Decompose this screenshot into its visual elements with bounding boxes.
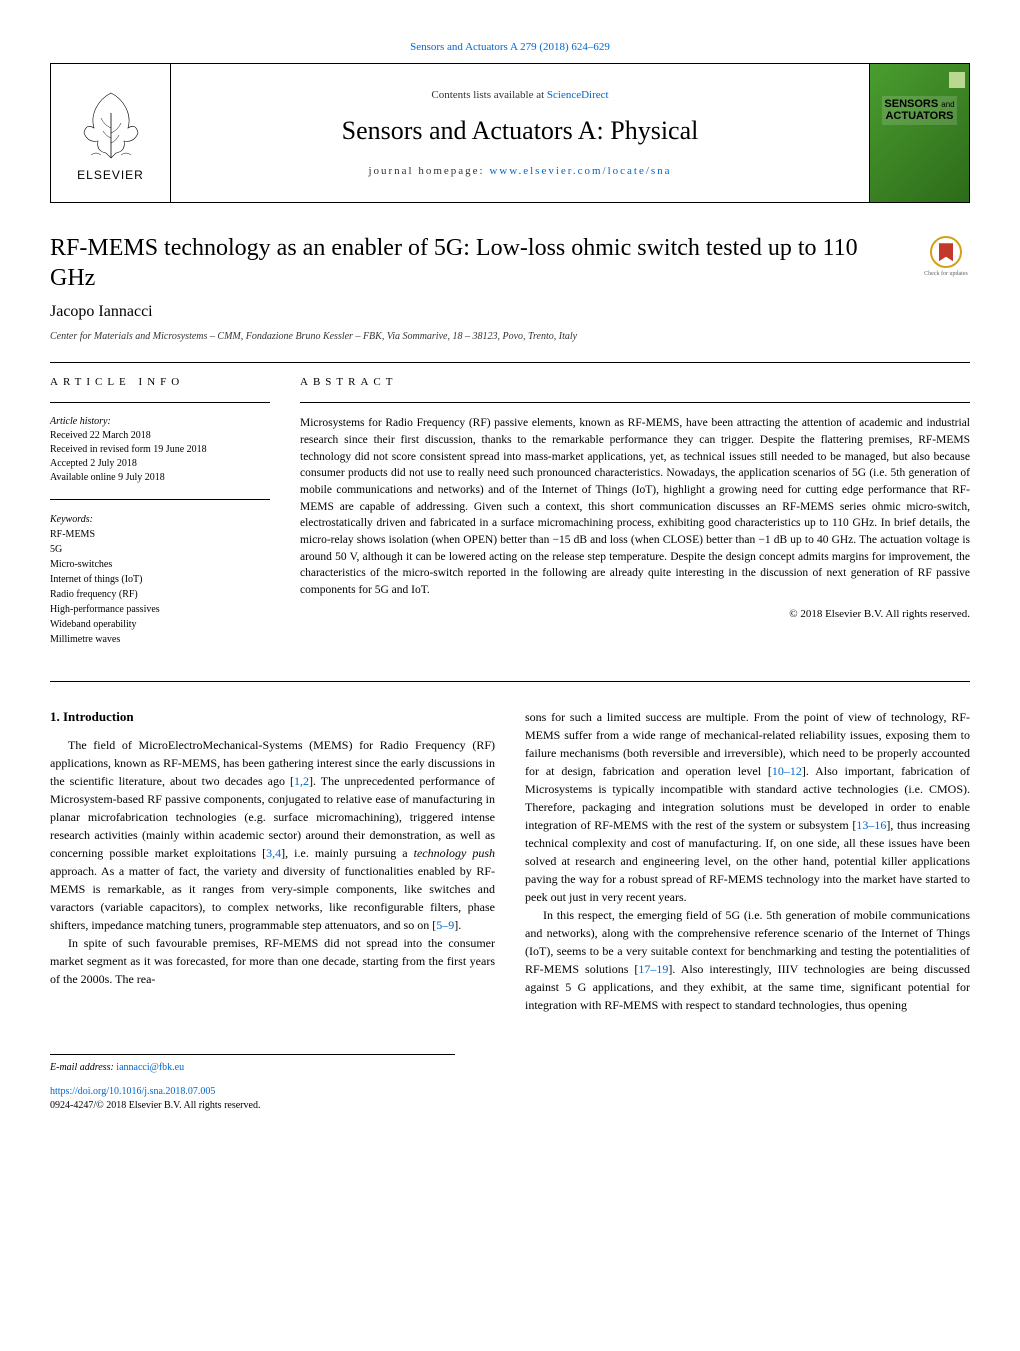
keyword: RF-MEMS	[50, 527, 270, 542]
article-title: RF-MEMS technology as an enabler of 5G: …	[50, 233, 902, 293]
cover-and: and	[941, 100, 954, 109]
page-container: Sensors and Actuators A 279 (2018) 624–6…	[0, 0, 1020, 1153]
keywords-label: Keywords:	[50, 512, 270, 527]
reference-link[interactable]: 13–16	[856, 818, 886, 832]
reference-link[interactable]: 17–19	[638, 962, 668, 976]
journal-title: Sensors and Actuators A: Physical	[342, 113, 699, 149]
divider	[50, 402, 270, 403]
check-updates-circle-icon	[930, 236, 962, 268]
keyword: Internet of things (IoT)	[50, 572, 270, 587]
keyword: Radio frequency (RF)	[50, 587, 270, 602]
body-paragraph: In spite of such favourable premises, RF…	[50, 934, 495, 988]
author-affiliation: Center for Materials and Microsystems – …	[50, 330, 970, 344]
keyword: High-performance passives	[50, 602, 270, 617]
reference-link[interactable]: 5–9	[436, 918, 454, 932]
abstract-column: ABSTRACT Microsystems for Radio Frequenc…	[300, 375, 970, 661]
divider	[50, 362, 970, 363]
keywords-block: Keywords: RF-MEMS 5G Micro-switches Inte…	[50, 512, 270, 647]
divider	[300, 402, 970, 403]
elsevier-label: ELSEVIER	[77, 167, 144, 184]
article-info-column: ARTICLE INFO Article history: Received 2…	[50, 375, 270, 661]
body-text: ], i.e. mainly pursuing a	[281, 846, 414, 860]
footer-block: E-mail address: iannacci@fbk.eu https://…	[50, 1054, 455, 1113]
body-paragraph: The field of MicroElectroMechanical-Syst…	[50, 736, 495, 934]
history-line: Received 22 March 2018	[50, 429, 270, 443]
reference-link[interactable]: 1,2	[294, 774, 309, 788]
author-name: Jacopo Iannacci	[50, 301, 970, 323]
cover-text: SENSORS and ACTUATORS	[882, 96, 956, 124]
issn-copyright: 0924-4247/© 2018 Elsevier B.V. All right…	[50, 1100, 260, 1111]
homepage-link[interactable]: www.elsevier.com/locate/sna	[489, 165, 671, 177]
cover-corner-icon	[949, 72, 965, 88]
check-updates-badge[interactable]: Check for updates	[922, 233, 970, 281]
abstract-header: ABSTRACT	[300, 375, 970, 390]
divider	[50, 499, 270, 500]
journal-header: ELSEVIER Contents lists available at Sci…	[50, 63, 970, 203]
journal-cover-thumbnail[interactable]: SENSORS and ACTUATORS	[869, 64, 969, 202]
keyword: Micro-switches	[50, 557, 270, 572]
sciencedirect-link[interactable]: ScienceDirect	[547, 89, 609, 101]
contents-prefix: Contents lists available at	[431, 89, 546, 101]
doi-block: https://doi.org/10.1016/j.sna.2018.07.00…	[50, 1085, 455, 1113]
history-line: Available online 9 July 2018	[50, 471, 270, 485]
journal-homepage-line: journal homepage: www.elsevier.com/locat…	[368, 164, 671, 179]
divider	[50, 681, 970, 682]
keyword: 5G	[50, 542, 270, 557]
email-label: E-mail address:	[50, 1062, 116, 1073]
article-history-block: Article history: Received 22 March 2018 …	[50, 415, 270, 485]
body-column-right: sons for such a limited success are mult…	[525, 708, 970, 1014]
history-label: Article history:	[50, 415, 270, 429]
header-center: Contents lists available at ScienceDirec…	[171, 64, 869, 202]
abstract-text: Microsystems for Radio Frequency (RF) pa…	[300, 415, 970, 598]
body-text: ].	[454, 918, 461, 932]
history-line: Accepted 2 July 2018	[50, 457, 270, 471]
keyword: Millimetre waves	[50, 632, 270, 647]
title-row: RF-MEMS technology as an enabler of 5G: …	[50, 233, 970, 293]
cover-line1: SENSORS	[884, 98, 938, 110]
body-paragraph: sons for such a limited success are mult…	[525, 708, 970, 906]
cover-line2: ACTUATORS	[885, 110, 953, 122]
reference-link[interactable]: 10–12	[772, 764, 802, 778]
check-updates-label: Check for updates	[924, 270, 968, 278]
body-text: approach. As a matter of fact, the varie…	[50, 864, 495, 932]
homepage-prefix: journal homepage:	[368, 165, 489, 177]
body-emphasis: technology push	[414, 846, 495, 860]
top-citation-link[interactable]: Sensors and Actuators A 279 (2018) 624–6…	[50, 40, 970, 55]
author-email-link[interactable]: iannacci@fbk.eu	[116, 1062, 184, 1073]
body-paragraph: In this respect, the emerging field of 5…	[525, 906, 970, 1014]
abstract-copyright: © 2018 Elsevier B.V. All rights reserved…	[300, 607, 970, 622]
contents-available-line: Contents lists available at ScienceDirec…	[431, 88, 608, 103]
info-abstract-row: ARTICLE INFO Article history: Received 2…	[50, 375, 970, 661]
body-column-left: 1. Introduction The field of MicroElectr…	[50, 708, 495, 1014]
keyword: Wideband operability	[50, 617, 270, 632]
reference-link[interactable]: 3,4	[266, 846, 281, 860]
history-line: Received in revised form 19 June 2018	[50, 443, 270, 457]
section-heading: 1. Introduction	[50, 708, 495, 726]
bookmark-icon	[939, 243, 953, 261]
article-info-header: ARTICLE INFO	[50, 375, 270, 390]
elsevier-tree-icon	[76, 83, 146, 163]
elsevier-logo[interactable]: ELSEVIER	[51, 64, 171, 202]
body-columns: 1. Introduction The field of MicroElectr…	[50, 708, 970, 1014]
doi-link[interactable]: https://doi.org/10.1016/j.sna.2018.07.00…	[50, 1086, 215, 1097]
